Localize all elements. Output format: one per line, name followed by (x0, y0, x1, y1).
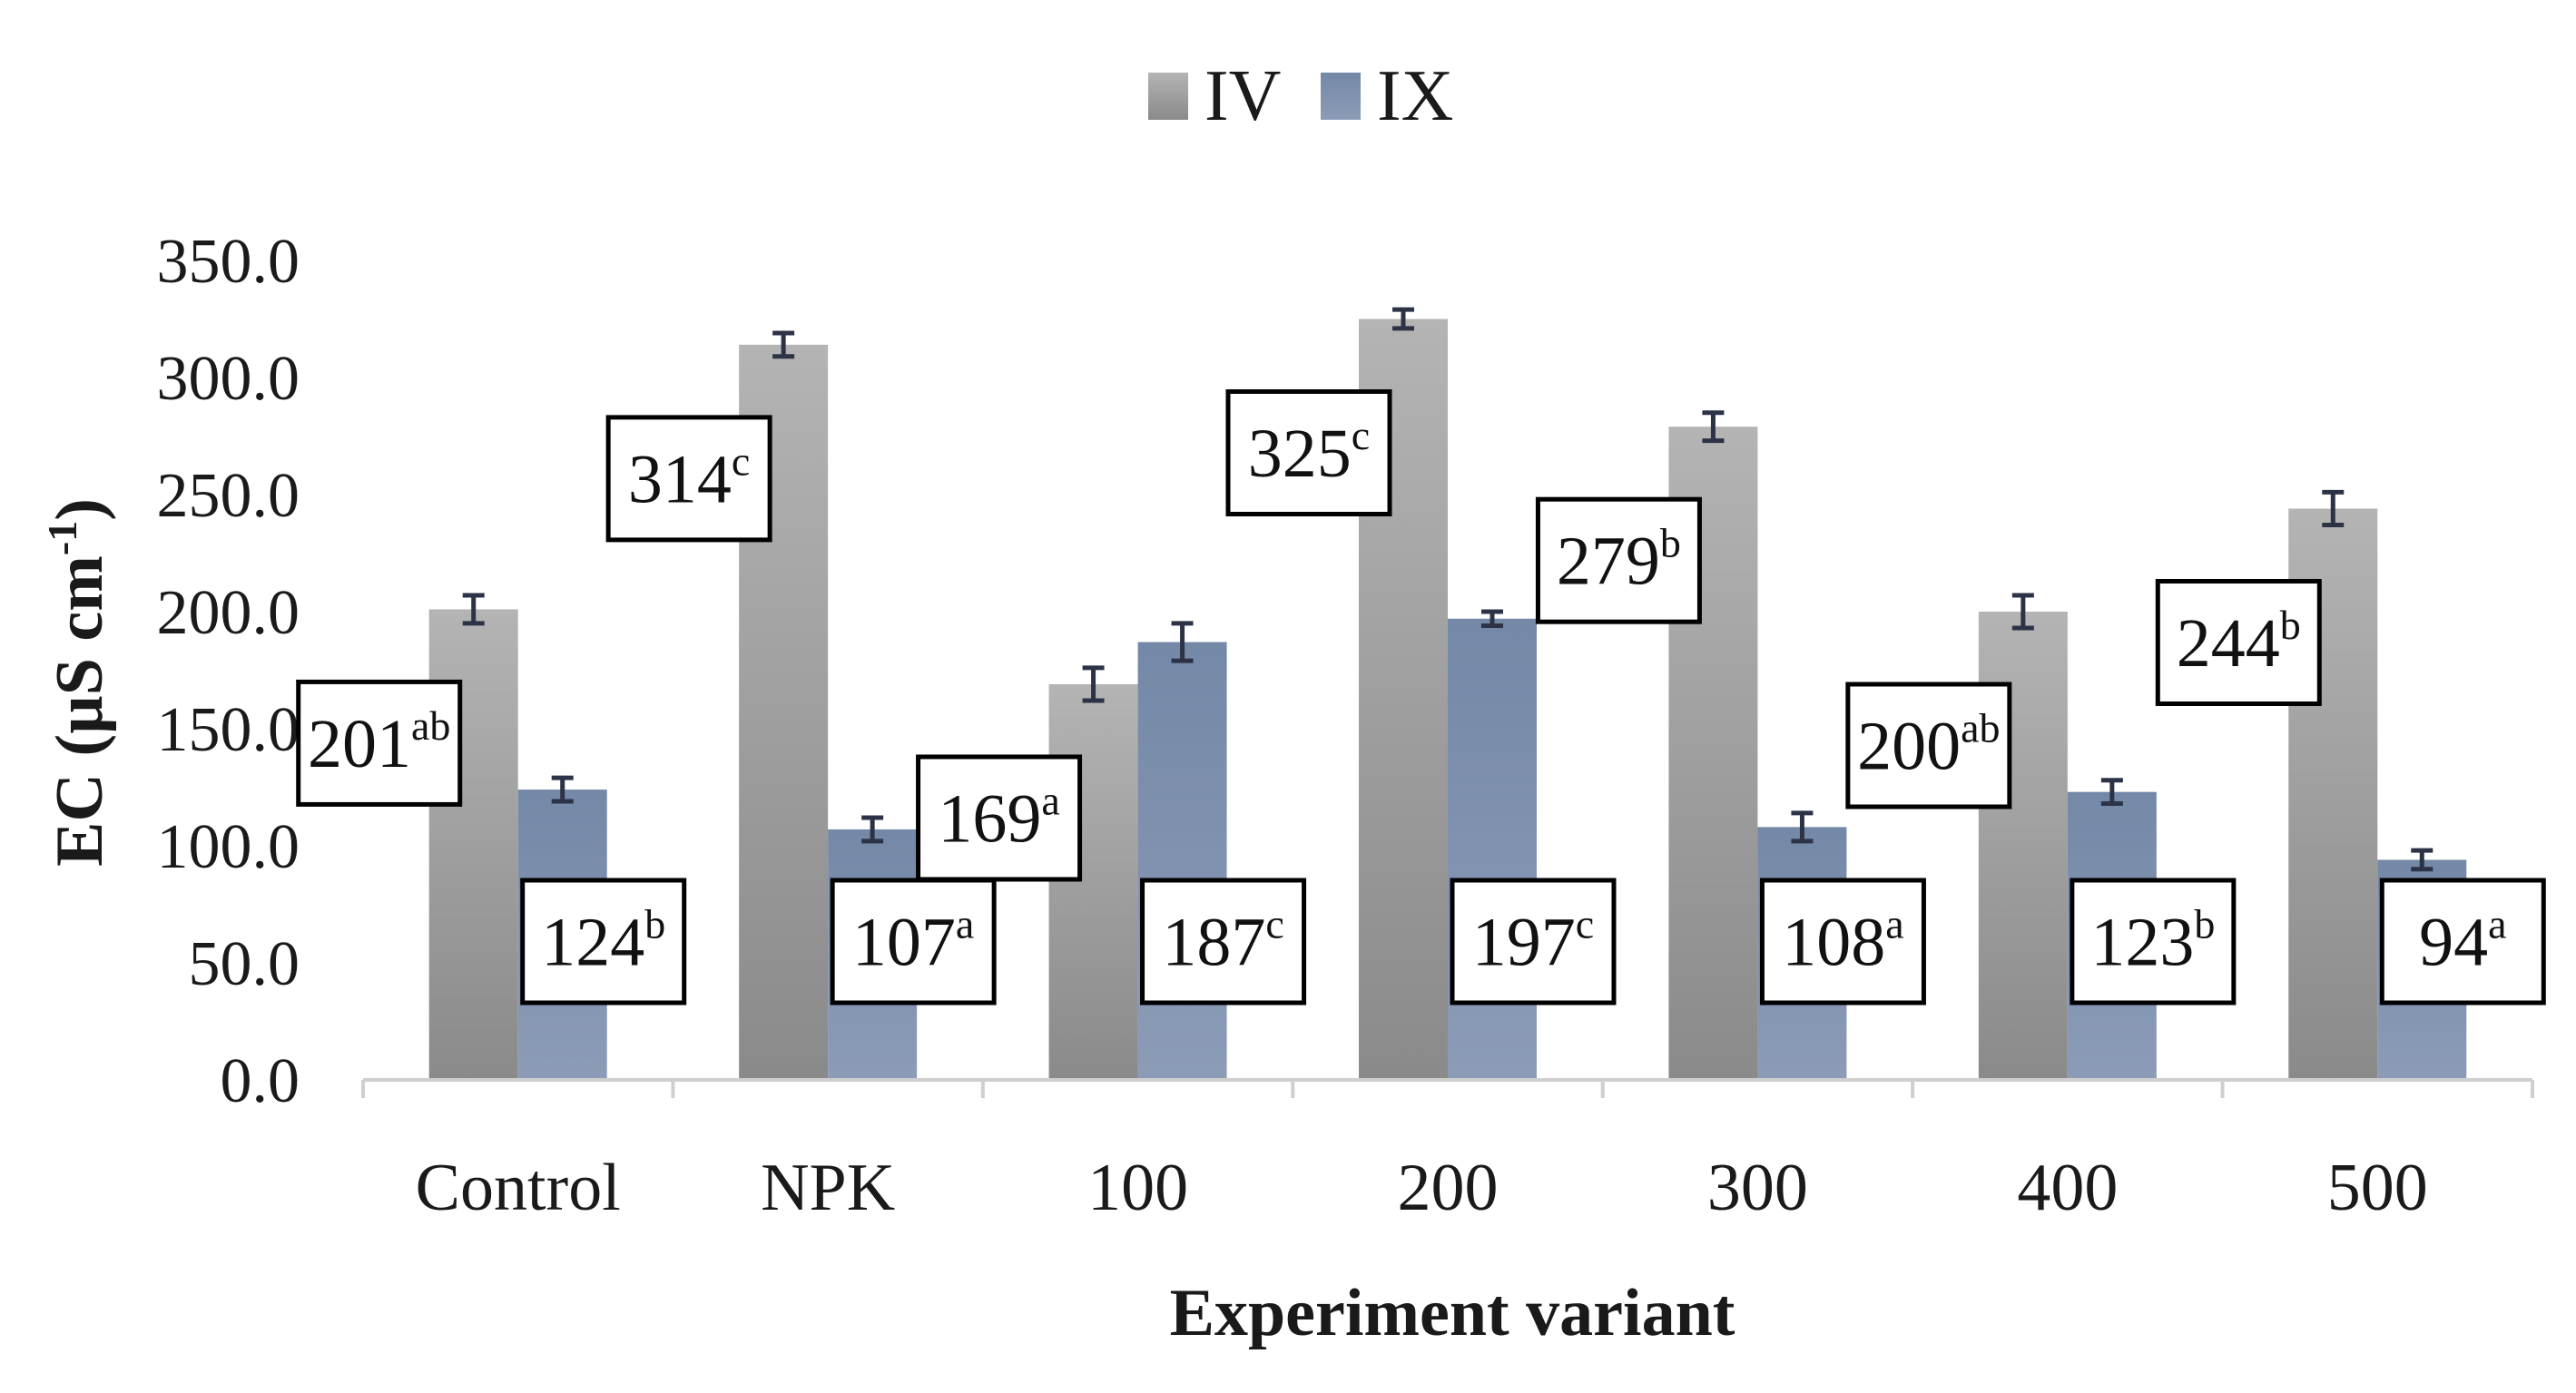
bar-iv-100 (1048, 683, 1138, 1080)
data-label-text: 200ab (1857, 705, 2000, 785)
data-label-text: 187c (1162, 901, 1283, 981)
data-label-text: 314c (628, 437, 750, 517)
x-tick-label: 500 (2327, 1151, 2428, 1225)
y-axis-title-close: ) (43, 498, 117, 521)
data-label: 107a (830, 878, 997, 1006)
y-tick-label: 50.0 (189, 929, 300, 999)
error-bar (2411, 848, 2433, 872)
data-label-text: 197c (1472, 901, 1594, 981)
y-axis: 0.0 50.0 100.0 150.0 200.0 250.0 300.0 350.0 (157, 227, 300, 1116)
x-tick-label: 300 (1707, 1151, 1808, 1225)
data-label: 197c (1450, 878, 1617, 1006)
x-axis-title: Experiment variant (1170, 1276, 1735, 1350)
y-tick-label: 150.0 (157, 695, 300, 765)
y-tick-label: 350.0 (157, 227, 300, 297)
legend: IV IX (1148, 56, 1453, 136)
data-label: 94a (2379, 878, 2546, 1006)
data-label: 244b (2155, 578, 2322, 706)
data-label: 325c (1225, 389, 1392, 516)
data-label: 200ab (1845, 682, 2012, 809)
error-bar (1702, 410, 1725, 444)
bar-iv-400 (1978, 612, 2068, 1080)
data-label: 124b (520, 878, 687, 1006)
error-bar (1171, 621, 1194, 663)
y-axis-title: EC (µS cm-1) (39, 498, 117, 867)
data-label: 123b (2070, 878, 2237, 1006)
error-bar (1082, 665, 1105, 703)
y-axis-title-text: EC (µS cm (43, 555, 117, 867)
x-tick-label: 100 (1087, 1151, 1188, 1225)
x-tick-label: 200 (1398, 1151, 1499, 1225)
data-label-text: 108a (1782, 901, 1903, 981)
bar-ix-100 (1137, 642, 1227, 1080)
legend-label: IX (1377, 56, 1453, 136)
data-label-text: 325c (1248, 412, 1370, 492)
y-tick-label: 0.0 (221, 1046, 300, 1116)
data-label-text: 244b (2177, 602, 2301, 682)
data-label: 169a (916, 754, 1083, 882)
error-bar (861, 815, 884, 844)
data-label-text: 169a (938, 777, 1059, 857)
y-axis-title-superscript: -1 (39, 521, 85, 555)
y-tick-label: 300.0 (157, 344, 300, 414)
data-labels: 201ab 124b 314c 107a 169a 187c 325c 197c 279b 108… (296, 389, 2546, 1006)
y-tick-label: 100.0 (157, 812, 300, 882)
x-tick-label: Control (416, 1151, 621, 1225)
error-bar (1481, 609, 1503, 628)
error-bar (2100, 778, 2123, 807)
x-tick-label: NPK (761, 1151, 895, 1225)
data-label: 187c (1140, 878, 1307, 1006)
data-label-text: 94a (2419, 901, 2506, 981)
legend-label: IV (1204, 56, 1281, 136)
error-bar (2011, 593, 2034, 631)
x-axis: Control NPK 100 200 300 400 500 (361, 1078, 2534, 1225)
data-label-text: 107a (852, 901, 974, 981)
data-label-text: 123b (2090, 901, 2215, 981)
legend-swatch (1148, 73, 1188, 120)
data-label-text: 124b (541, 901, 665, 981)
error-bar (551, 775, 574, 804)
error-bar (462, 593, 485, 626)
data-label: 201ab (296, 679, 463, 807)
data-label-text: 201ab (308, 702, 450, 782)
data-label: 314c (605, 415, 772, 543)
error-bar (772, 330, 795, 359)
data-label: 108a (1759, 878, 1926, 1006)
error-bar (1791, 810, 1814, 844)
legend-item: IV (1148, 56, 1281, 136)
bar-ix-200 (1448, 618, 1537, 1080)
y-tick-label: 250.0 (157, 461, 300, 531)
legend-swatch (1321, 73, 1361, 120)
error-bar (2322, 489, 2345, 528)
data-label-text: 279b (1557, 520, 1681, 600)
y-tick-label: 200.0 (157, 578, 300, 648)
error-bar (1392, 307, 1414, 331)
data-label: 279b (1535, 496, 1702, 624)
legend-item: IX (1321, 56, 1453, 136)
x-tick-label: 400 (2017, 1151, 2118, 1225)
